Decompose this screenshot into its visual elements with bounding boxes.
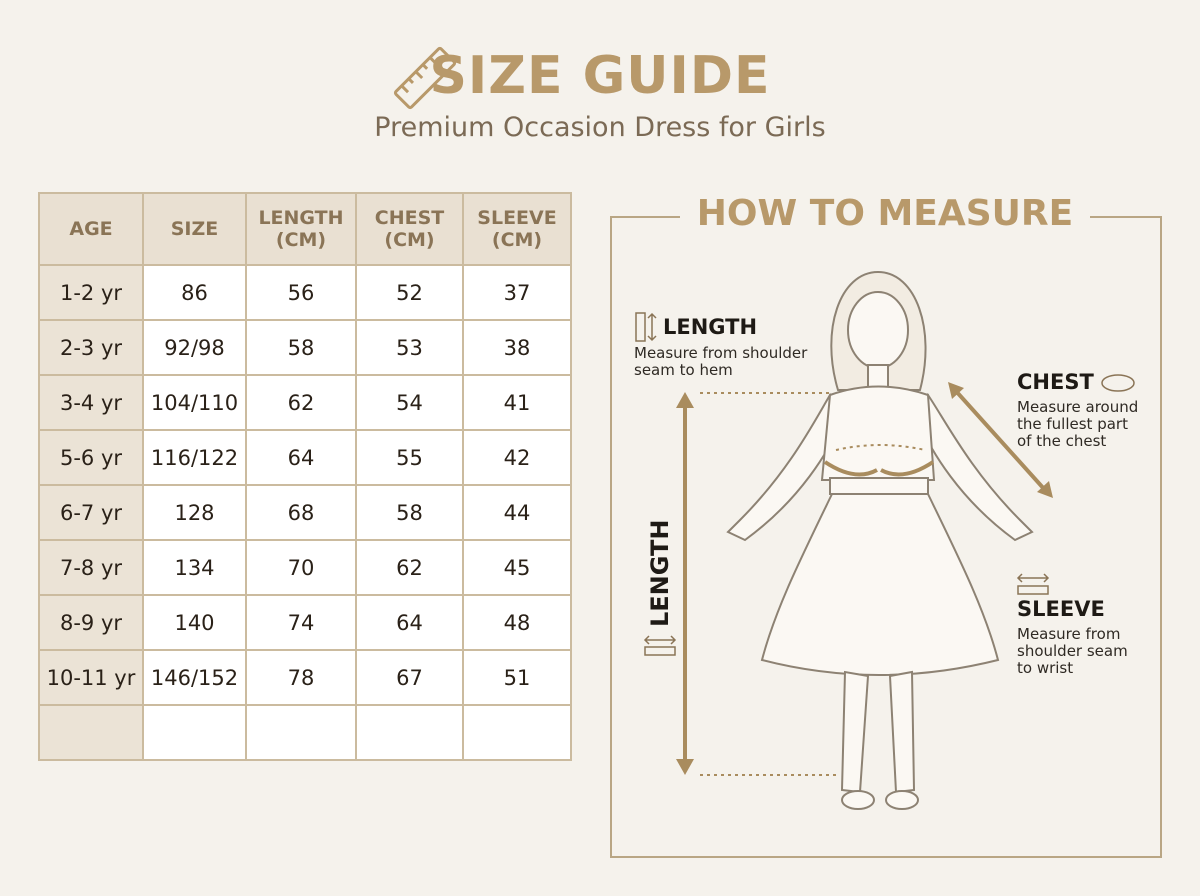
value-cell: 70: [245, 539, 357, 596]
column-header: SLEEVE (CM): [462, 192, 572, 266]
value-cell: 128: [142, 484, 247, 541]
age-cell: 6-7 yr: [38, 484, 144, 541]
vertical-length-label: LENGTH: [646, 519, 674, 627]
value-cell: 51: [462, 649, 572, 706]
value-cell: 134: [142, 539, 247, 596]
table-row: 8-9 yr 140 74 64 48: [38, 594, 572, 651]
value-cell: 116/122: [142, 429, 247, 486]
age-cell: 10-11 yr: [38, 649, 144, 706]
value-cell: 146/152: [142, 649, 247, 706]
empty-row: [38, 704, 572, 761]
small-icons: [635, 312, 1135, 656]
length-label: LENGTH: [663, 315, 758, 339]
value-cell: 140: [142, 594, 247, 651]
value-cell: 56: [245, 264, 357, 321]
age-cell: 2-3 yr: [38, 319, 144, 376]
value-cell: 68: [245, 484, 357, 541]
value-cell: 58: [245, 319, 357, 376]
column-header: AGE: [38, 192, 144, 266]
value-cell: 52: [355, 264, 464, 321]
age-cell: 1-2 yr: [38, 264, 144, 321]
size-table: AGE SIZE LENGTH (CM) CHEST (CM) SLEEVE (CM) …: [38, 192, 572, 761]
value-cell: 78: [245, 649, 357, 706]
value-cell: 64: [355, 594, 464, 651]
empty-cell: [355, 704, 464, 761]
value-cell: 67: [355, 649, 464, 706]
value-cell: 62: [245, 374, 357, 431]
value-cell: 53: [355, 319, 464, 376]
value-cell: 42: [462, 429, 572, 486]
value-cell: 55: [355, 429, 464, 486]
table-row: 5-6 yr 116/122 64 55 42: [38, 429, 572, 486]
table-row: 2-3 yr 92/98 58 53 38: [38, 319, 572, 376]
value-cell: 104/110: [142, 374, 247, 431]
empty-cell: [142, 704, 247, 761]
value-cell: 45: [462, 539, 572, 596]
age-cell: 8-9 yr: [38, 594, 144, 651]
chest-label: CHEST: [1017, 370, 1094, 394]
column-header: LENGTH (CM): [245, 192, 357, 266]
column-header: SIZE: [142, 192, 247, 266]
panel-title: HOW TO MEASURE: [680, 193, 1090, 234]
empty-cell: [462, 704, 572, 761]
girl-illustration: [726, 270, 1034, 810]
ruler-icon: [393, 46, 457, 110]
value-cell: 92/98: [142, 319, 247, 376]
column-header: CHEST (CM): [355, 192, 464, 266]
measure-panel: [610, 216, 1162, 858]
value-cell: 37: [462, 264, 572, 321]
table-row: 3-4 yr 104/110 62 54 41: [38, 374, 572, 431]
table-row: 7-8 yr 134 70 62 45: [38, 539, 572, 596]
empty-cell: [245, 704, 357, 761]
value-cell: 44: [462, 484, 572, 541]
table-row: 1-2 yr 86 56 52 37: [38, 264, 572, 321]
sleeve-description: Measure from shoulder seam to wrist: [1017, 625, 1128, 677]
value-cell: 48: [462, 594, 572, 651]
value-cell: 74: [245, 594, 357, 651]
table-row: 6-7 yr 128 68 58 44: [38, 484, 572, 541]
value-cell: 41: [462, 374, 572, 431]
title: SIZE GUIDE: [429, 46, 771, 106]
age-cell: 3-4 yr: [38, 374, 144, 431]
measure-arrows: [676, 382, 1053, 775]
sleeve-label: SLEEVE: [1017, 597, 1105, 621]
table-row: 10-11 yr 146/152 78 67 51: [38, 649, 572, 706]
header-row: AGE SIZE LENGTH (CM) CHEST (CM) SLEEVE (CM): [38, 192, 572, 266]
guide-lines: [700, 392, 926, 776]
age-cell: 5-6 yr: [38, 429, 144, 486]
value-cell: 54: [355, 374, 464, 431]
chest-description: Measure around the fullest part of the c…: [1017, 398, 1139, 450]
length-description: Measure from shoulder seam to hem: [634, 344, 808, 379]
value-cell: 58: [355, 484, 464, 541]
age-cell: 7-8 yr: [38, 539, 144, 596]
value-cell: 86: [142, 264, 247, 321]
value-cell: 38: [462, 319, 572, 376]
value-cell: 64: [245, 429, 357, 486]
subtitle: Premium Occasion Dress for Girls: [374, 112, 826, 143]
value-cell: 62: [355, 539, 464, 596]
empty-cell: [38, 704, 144, 761]
